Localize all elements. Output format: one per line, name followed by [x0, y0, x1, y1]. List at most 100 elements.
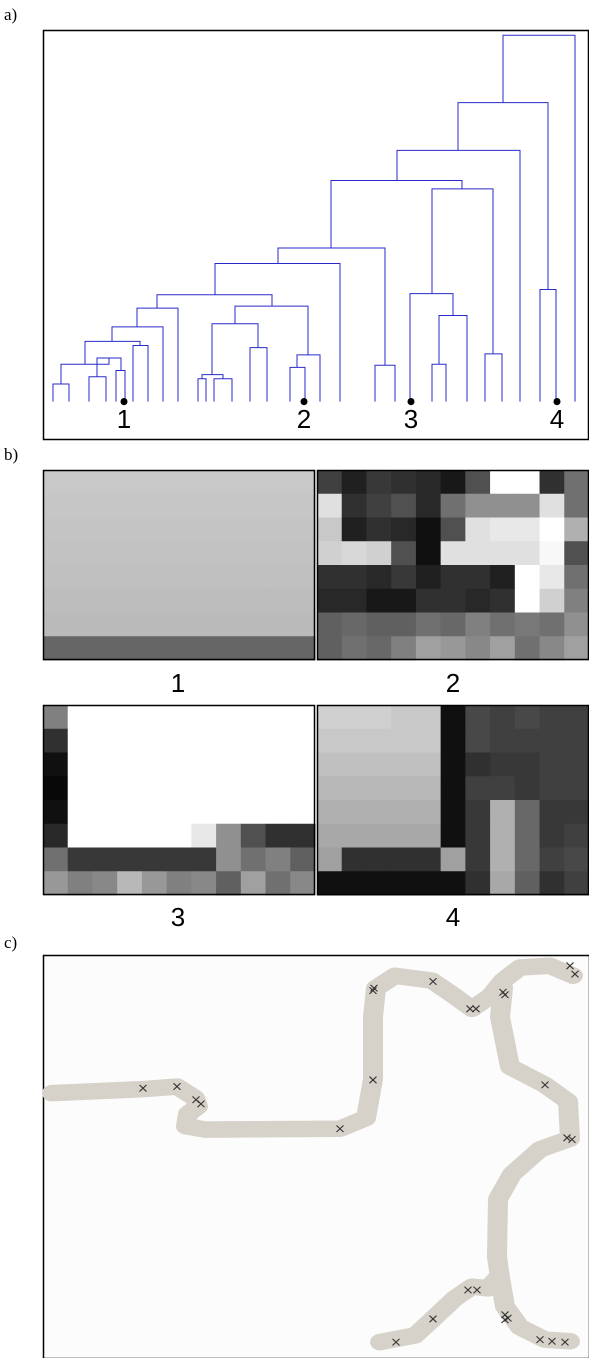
patch-pixel — [564, 800, 589, 824]
patch-pixel — [416, 470, 441, 494]
patch-pixel — [241, 705, 266, 729]
patch-pixel — [191, 848, 216, 872]
patch-pixel — [142, 494, 167, 518]
patch-pixel — [441, 848, 466, 872]
patch-pixel — [441, 613, 466, 637]
patch-pixel — [241, 800, 266, 824]
patch-pixel — [216, 589, 241, 613]
patch-pixel — [68, 824, 93, 848]
patch-pixel — [564, 871, 589, 895]
leaf-label: 3 — [404, 404, 418, 434]
patch-pixel — [465, 753, 490, 777]
patch-pixel — [515, 753, 540, 777]
patch-pixel — [465, 470, 490, 494]
patch-pixel — [441, 800, 466, 824]
panel-label: c) — [4, 933, 17, 952]
patch-pixel — [241, 518, 266, 542]
patch-pixel — [391, 705, 416, 729]
panel-label: b) — [4, 445, 18, 464]
patch-pixel — [117, 848, 142, 872]
patch-pixel — [540, 470, 565, 494]
patch-pixel — [465, 636, 490, 660]
patch-pixel — [142, 800, 167, 824]
patch-pixel — [117, 541, 142, 565]
patch-pixel — [68, 753, 93, 777]
patch-pixel — [43, 470, 68, 494]
patch-pixel — [266, 871, 291, 895]
patch-pixel — [241, 470, 266, 494]
patch-pixel — [416, 705, 441, 729]
patch-pixel — [290, 729, 315, 753]
patch-pixel — [366, 848, 391, 872]
patch-pixel — [342, 729, 367, 753]
patch-pixel — [540, 494, 565, 518]
patch-pixel — [191, 589, 216, 613]
patch-pixel — [216, 871, 241, 895]
patch-pixel — [142, 470, 167, 494]
patch-pixel — [266, 776, 291, 800]
patch-pixel — [43, 824, 68, 848]
patch-pixel — [142, 565, 167, 589]
patch-pixel — [43, 871, 68, 895]
patch-pixel — [216, 494, 241, 518]
patch-pixel — [142, 705, 167, 729]
patch-pixel — [490, 776, 515, 800]
patch-pixel — [465, 871, 490, 895]
patch-pixel — [290, 753, 315, 777]
leaf-label: 1 — [117, 404, 131, 434]
patch-pixel — [92, 848, 117, 872]
patch-pixel — [117, 494, 142, 518]
patch-pixel — [142, 589, 167, 613]
patch-pixel — [68, 518, 93, 542]
patch-pixel — [366, 871, 391, 895]
patch-pixel — [490, 541, 515, 565]
patch-pixel — [366, 613, 391, 637]
patch-pixel — [564, 729, 589, 753]
patch-pixel — [117, 800, 142, 824]
patch-pixel — [465, 541, 490, 565]
patch — [43, 705, 316, 896]
patch-pixel — [290, 776, 315, 800]
patch-pixel — [490, 565, 515, 589]
patch-pixel — [68, 589, 93, 613]
patch-pixel — [441, 776, 466, 800]
patch-pixel — [441, 871, 466, 895]
patch-pixel — [68, 494, 93, 518]
patch-pixel — [117, 753, 142, 777]
patch-pixel — [441, 518, 466, 542]
patch-pixel — [191, 518, 216, 542]
patch-pixel — [564, 470, 589, 494]
patch-pixel — [540, 800, 565, 824]
patch-pixel — [43, 729, 68, 753]
patch-pixel — [68, 705, 93, 729]
patch-pixel — [117, 871, 142, 895]
patch-pixel — [266, 848, 291, 872]
patch-pixel — [266, 753, 291, 777]
patch-pixel — [515, 589, 540, 613]
patch-pixel — [216, 636, 241, 660]
patch-pixel — [266, 705, 291, 729]
patch-pixel — [391, 753, 416, 777]
patch-pixel — [564, 613, 589, 637]
patch-pixel — [117, 518, 142, 542]
patch-pixel — [216, 613, 241, 637]
patch-pixel — [167, 518, 192, 542]
patch-pixel — [465, 613, 490, 637]
patch-pixel — [290, 636, 315, 660]
patch-pixel — [391, 470, 416, 494]
patch-pixel — [416, 589, 441, 613]
patch-pixel — [366, 518, 391, 542]
patch-pixel — [167, 565, 192, 589]
patch-label: 4 — [446, 902, 460, 932]
patch-pixel — [142, 541, 167, 565]
patch-pixel — [92, 518, 117, 542]
patch-pixel — [317, 800, 342, 824]
patch-pixel — [216, 848, 241, 872]
patch-pixel — [342, 589, 367, 613]
patch-pixel — [515, 871, 540, 895]
patch-pixel — [465, 589, 490, 613]
patch-pixel — [391, 636, 416, 660]
patch-pixel — [416, 494, 441, 518]
patch-pixel — [167, 636, 192, 660]
patch-pixel — [216, 824, 241, 848]
